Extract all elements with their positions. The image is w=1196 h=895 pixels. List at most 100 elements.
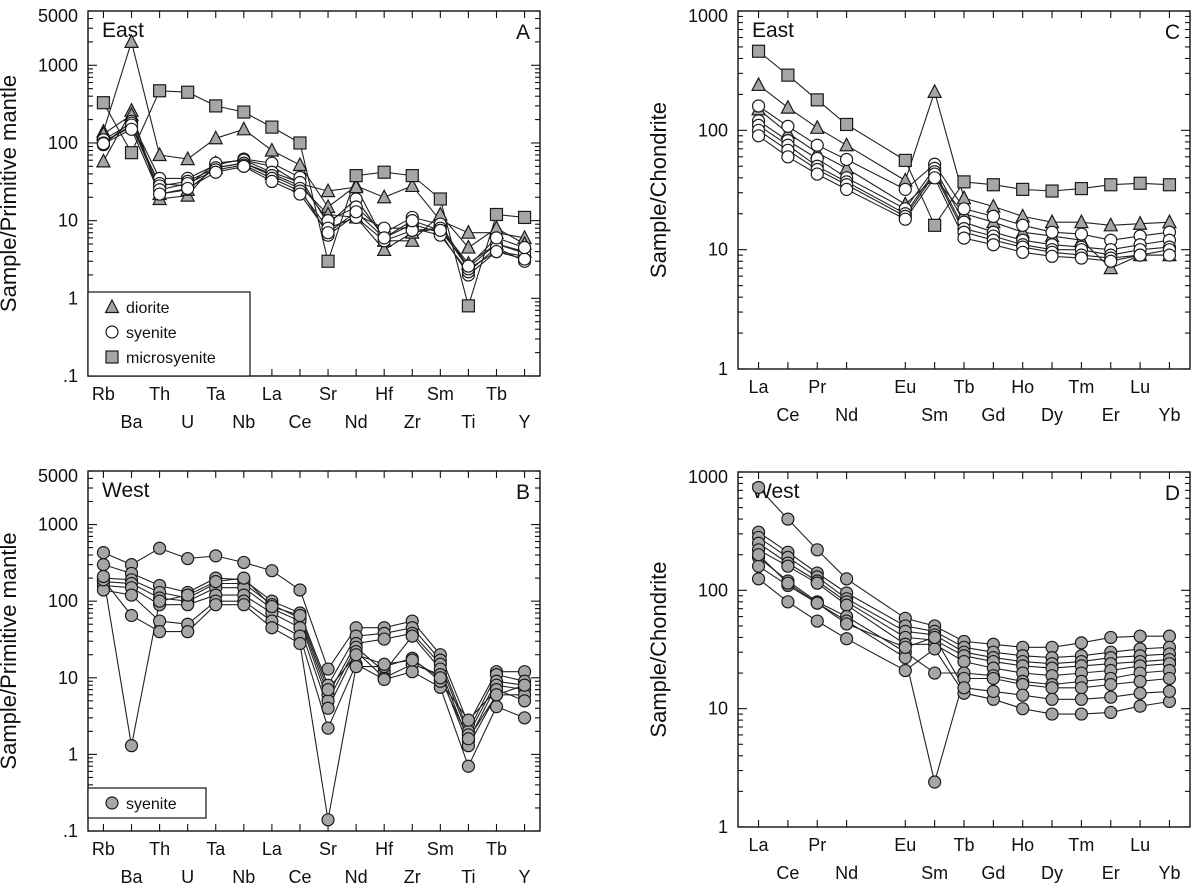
legend-label: syenite <box>126 325 177 342</box>
data-point <box>1073 213 1089 229</box>
data-point <box>377 165 391 179</box>
x-category-label: Lu <box>1130 835 1150 855</box>
x-category-label: Er <box>1102 405 1120 425</box>
y-tick-label: 100 <box>698 580 728 600</box>
data-point <box>517 694 532 708</box>
data-point <box>1133 674 1147 688</box>
data-point <box>1074 681 1089 695</box>
data-point <box>293 583 307 597</box>
series-line <box>103 584 525 747</box>
data-point <box>180 150 196 166</box>
data-point <box>898 640 912 654</box>
data-point <box>405 214 419 228</box>
data-point <box>928 218 942 232</box>
data-point <box>349 659 363 674</box>
data-point <box>293 187 307 201</box>
data-point <box>209 575 223 589</box>
data-point <box>461 732 476 746</box>
data-point <box>405 169 419 183</box>
legend-marker <box>105 325 119 339</box>
region-label: West <box>102 479 150 502</box>
data-point <box>376 188 392 204</box>
x-category-label: Ce <box>288 412 311 432</box>
data-point <box>986 238 1000 252</box>
x-category-label: Ce <box>776 863 799 883</box>
x-category-label: Sm <box>921 405 948 425</box>
data-point <box>321 226 335 240</box>
data-point <box>461 299 476 313</box>
data-point <box>839 117 854 132</box>
x-category-label: Th <box>149 839 170 859</box>
data-point <box>237 571 251 585</box>
data-point <box>1074 227 1089 241</box>
data-point <box>265 120 279 134</box>
data-point <box>928 171 942 185</box>
data-point <box>489 231 504 245</box>
data-point <box>517 252 532 266</box>
data-point <box>461 259 476 273</box>
data-point <box>208 129 224 145</box>
data-point <box>1162 248 1177 262</box>
data-point <box>124 588 139 602</box>
data-point <box>1104 254 1118 268</box>
x-category-label: Tm <box>1068 377 1094 397</box>
y-axis-label: Sample/Primitive mantle <box>0 532 21 769</box>
data-point <box>839 152 854 167</box>
x-category-label: La <box>749 377 770 397</box>
x-category-label: Th <box>149 384 170 404</box>
data-point <box>1074 251 1089 265</box>
x-category-label: Eu <box>894 835 916 855</box>
data-point <box>321 721 335 735</box>
data-point <box>96 558 111 572</box>
data-point <box>928 630 942 645</box>
data-point <box>781 576 795 590</box>
data-point <box>293 136 307 150</box>
data-point <box>489 688 504 702</box>
data-point <box>349 169 363 183</box>
data-point <box>237 159 251 173</box>
data-point <box>810 167 824 181</box>
data-point <box>124 146 139 160</box>
data-point <box>265 599 279 614</box>
x-category-label: Ta <box>206 384 226 404</box>
x-category-label: Yb <box>1158 405 1180 425</box>
data-point <box>1045 249 1059 263</box>
data-point <box>1016 218 1030 232</box>
y-tick-label: 10 <box>708 240 728 260</box>
x-category-label: Tb <box>953 377 974 397</box>
data-point <box>1103 217 1119 232</box>
data-point <box>986 684 1000 698</box>
x-category-label: Yb <box>1158 863 1180 883</box>
data-point <box>181 181 195 196</box>
x-category-label: Sm <box>427 839 454 859</box>
y-tick-label: 100 <box>48 591 78 611</box>
x-category-label: Sm <box>427 384 454 404</box>
y-tick-label: 100 <box>698 120 728 140</box>
data-point <box>124 33 140 49</box>
data-point <box>781 150 795 164</box>
data-point <box>124 122 139 136</box>
data-point <box>517 711 532 725</box>
data-point <box>237 598 251 612</box>
data-point <box>96 546 111 560</box>
data-point <box>433 671 447 685</box>
data-point <box>292 156 308 172</box>
legend-label: microsyenite <box>126 350 216 367</box>
data-point <box>1074 707 1089 721</box>
legend-label: syenite <box>126 796 177 813</box>
x-category-label: Sr <box>319 384 337 404</box>
data-point <box>517 210 532 225</box>
series-line <box>103 589 525 768</box>
data-point <box>957 654 971 669</box>
data-point <box>489 700 504 714</box>
data-point <box>751 480 766 495</box>
data-point <box>986 209 1000 224</box>
x-category-label: Dy <box>1041 863 1063 883</box>
data-point <box>181 85 195 99</box>
data-point <box>1104 690 1118 704</box>
data-point <box>489 244 504 259</box>
data-point <box>152 625 167 639</box>
data-point <box>181 625 195 639</box>
data-point <box>751 99 766 113</box>
y-tick-label: 1000 <box>688 6 728 26</box>
